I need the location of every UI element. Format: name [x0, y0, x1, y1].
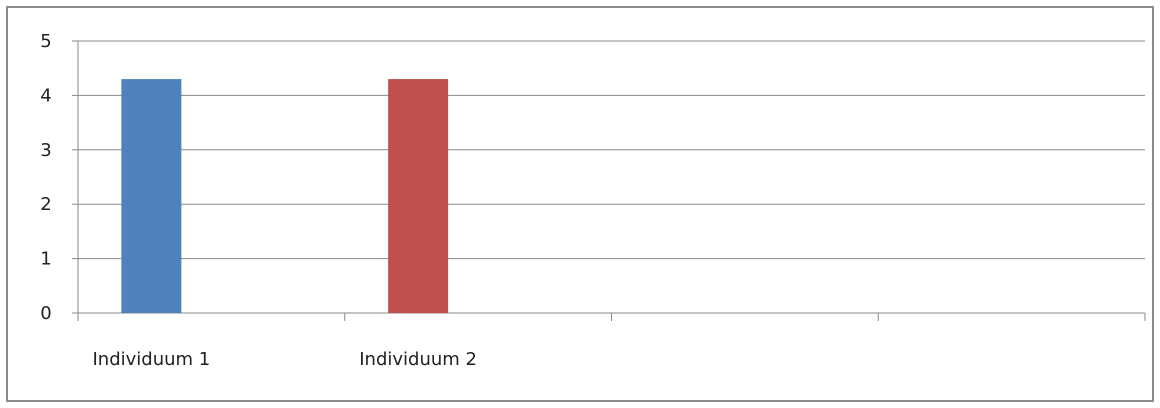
bar-2 — [388, 79, 449, 313]
x-category-label: Individuum 2 — [359, 349, 477, 370]
y-tick-label: 1 — [40, 249, 51, 270]
x-category-label: Individuum 1 — [93, 349, 211, 370]
y-tick-label: 5 — [40, 31, 51, 52]
y-tick-label: 0 — [40, 303, 51, 324]
axes — [72, 40, 1146, 321]
labels: 0 1 2 3 4 5 Individuum 1 Individuum 2 — [40, 31, 477, 370]
y-tick-label: 3 — [40, 140, 51, 161]
gridlines — [78, 40, 1145, 260]
bars — [121, 79, 449, 313]
bar-1 — [121, 79, 182, 313]
y-tick-label: 4 — [40, 85, 51, 106]
y-tick-label: 2 — [40, 194, 51, 215]
